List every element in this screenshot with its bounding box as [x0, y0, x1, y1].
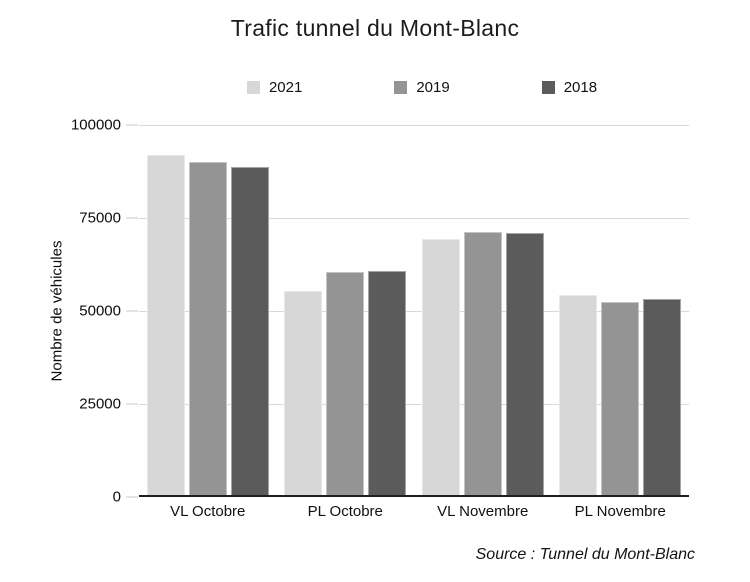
y-tick-label-75000: 75000	[79, 209, 121, 227]
x-axis-category-labels: VL Octobre PL Octobre VL Novembre PL Novemb…	[139, 503, 689, 520]
bar-2018-vl-octobre	[230, 167, 269, 497]
legend-label-2021: 2021	[268, 79, 303, 96]
bar-2018-pl-novembre	[643, 298, 682, 497]
bar-groups	[139, 125, 689, 497]
chart-legend: 2021 2019 2018	[139, 79, 689, 96]
legend-swatch-2021	[246, 81, 260, 94]
bar-2021-vl-novembre	[421, 238, 460, 497]
legend-item-2021: 2021	[246, 79, 303, 96]
bar-2019-vl-octobre	[188, 161, 227, 497]
y-tick-100000	[126, 124, 138, 126]
chart-source: Source : Tunnel du Mont-Blanc	[475, 546, 695, 563]
bar-2021-pl-novembre	[559, 295, 598, 497]
bar-2021-vl-octobre	[146, 154, 185, 497]
y-tick-label-0: 0	[112, 488, 121, 506]
y-axis-ticks	[126, 124, 138, 498]
bar-2019-pl-novembre	[601, 301, 640, 497]
bar-2018-pl-octobre	[368, 271, 407, 497]
legend-label-2019: 2019	[416, 79, 450, 96]
gridline-25000	[139, 404, 689, 405]
bar-group-pl-novembre	[552, 125, 690, 497]
y-tick-0	[126, 496, 138, 498]
gridline-75000	[139, 218, 689, 219]
bar-group-pl-octobre	[277, 125, 415, 497]
x-axis-line	[139, 495, 689, 497]
x-label-pl-novembre: PL Novembre	[574, 503, 666, 520]
y-tick-50000	[126, 310, 138, 312]
y-tick-25000	[126, 403, 138, 405]
y-tick-label-100000: 100000	[70, 116, 121, 134]
bar-2019-vl-novembre	[463, 232, 502, 497]
plot-area	[139, 125, 689, 497]
y-tick-label-50000: 50000	[79, 302, 121, 320]
x-label-vl-novembre: VL Novembre	[437, 503, 529, 520]
gridline-100000	[139, 125, 689, 126]
y-axis-tick-labels: 0 25000 50000 75000 100000	[0, 117, 121, 506]
bar-group-vl-novembre	[414, 125, 552, 497]
bar-group-vl-octobre	[139, 125, 277, 497]
legend-swatch-2019	[394, 81, 408, 94]
bar-2019-pl-octobre	[326, 272, 365, 497]
gridline-50000	[139, 311, 689, 312]
bar-2021-pl-octobre	[284, 290, 323, 497]
x-label-vl-octobre: VL Octobre	[170, 503, 246, 520]
bar-2018-vl-novembre	[505, 232, 544, 497]
legend-label-2018: 2018	[563, 79, 598, 96]
legend-item-2019: 2019	[394, 79, 450, 96]
y-tick-75000	[126, 217, 138, 219]
y-tick-label-25000: 25000	[79, 395, 121, 413]
x-label-pl-octobre: PL Octobre	[307, 503, 383, 520]
legend-item-2018: 2018	[541, 79, 598, 96]
chart-title: Trafic tunnel du Mont-Blanc	[230, 15, 520, 41]
legend-swatch-2018	[541, 81, 555, 94]
